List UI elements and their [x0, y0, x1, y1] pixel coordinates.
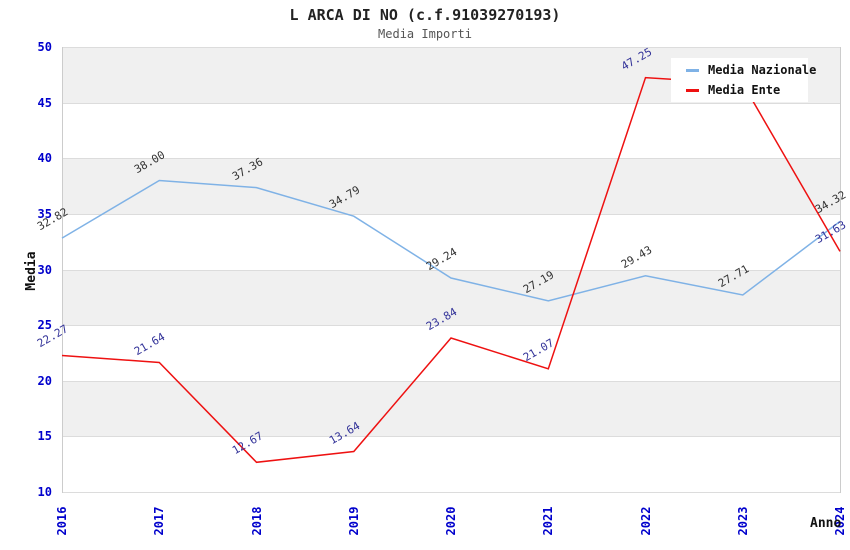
- legend-line-swatch-icon: [686, 88, 699, 92]
- gridline: [62, 270, 840, 271]
- legend-item-label: Media Nazionale: [708, 63, 817, 77]
- legend-item-media-nazionale: Media Nazionale: [686, 63, 816, 77]
- gridline: [62, 47, 840, 48]
- gridline: [62, 103, 840, 104]
- legend: Media Nazionale Media Ente: [671, 58, 816, 102]
- y-tick-label: 15: [37, 429, 52, 444]
- gridline: [62, 325, 840, 326]
- chart-title: L ARCA DI NO (c.f.91039270193): [289, 6, 561, 24]
- left-spine: [62, 47, 63, 493]
- legend-item-media-ente: Media Ente: [686, 83, 808, 97]
- gridline: [62, 381, 840, 382]
- plot-band: [62, 380, 840, 437]
- legend-line-swatch-icon: [686, 68, 699, 72]
- y-tick-label: 50: [37, 40, 52, 54]
- gridline: [62, 492, 840, 493]
- y-tick-label: 10: [37, 485, 52, 499]
- y-tick-label: 30: [37, 262, 52, 277]
- series-line-media-ente: [61, 76, 841, 464]
- plot-band: [62, 158, 840, 214]
- series-line-media-nazionale: [61, 179, 841, 302]
- gridline: [62, 436, 840, 437]
- gridline: [62, 158, 840, 159]
- y-tick-label: 25: [37, 318, 52, 333]
- y-tick-label: 20: [37, 373, 52, 388]
- y-tick-label: 35: [37, 206, 52, 221]
- plot-band: [62, 269, 840, 326]
- chart-subtitle: Media Importi: [378, 27, 472, 41]
- right-spine: [840, 47, 841, 493]
- x-axis-title: Anno: [810, 516, 842, 531]
- legend-item-label: Media Ente: [708, 83, 781, 97]
- gridline: [62, 214, 840, 215]
- y-tick-label: 45: [37, 95, 52, 110]
- y-tick-label: 40: [37, 151, 52, 166]
